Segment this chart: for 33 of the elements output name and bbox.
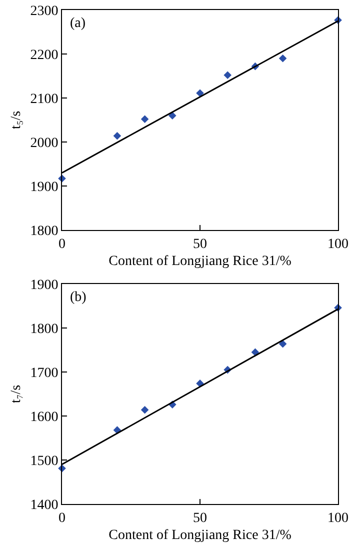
y-tick-label: 2000 xyxy=(30,136,58,151)
y-tick-label: 1700 xyxy=(30,366,58,381)
x-tick-label: 0 xyxy=(58,510,66,526)
point xyxy=(196,89,204,98)
point xyxy=(140,406,149,414)
x-tick-label: 50 xyxy=(193,510,207,526)
point xyxy=(251,348,260,356)
x-tick-label: 100 xyxy=(328,236,348,252)
point xyxy=(113,132,122,140)
y-axis-title: t₇/s xyxy=(8,384,24,404)
point xyxy=(224,71,232,80)
y-tick-label: 1500 xyxy=(30,454,58,469)
annotation: (a) xyxy=(70,16,86,31)
y-tick-label: 2100 xyxy=(30,92,58,107)
y-tick-label: 1600 xyxy=(30,410,58,425)
y-tick-label: 2200 xyxy=(30,48,58,63)
y-tick-label: 1900 xyxy=(30,278,58,293)
x-axis-title: Content of Longjiang Rice 31/% xyxy=(108,528,292,544)
y-tick-label: 1400 xyxy=(30,498,58,513)
y-axis-title: t₅/s xyxy=(8,110,24,130)
x-axis-title: Content of Longjiang Rice 31/% xyxy=(108,254,292,270)
x-tick-label: 50 xyxy=(193,236,207,252)
y-tick-label: 1900 xyxy=(30,180,58,195)
y-tick-label: 1800 xyxy=(30,224,58,239)
x-tick-label: 0 xyxy=(58,236,66,252)
annotation: (b) xyxy=(70,290,87,305)
point xyxy=(278,340,287,348)
point xyxy=(278,54,287,62)
y-tick-label: 2300 xyxy=(30,4,58,19)
y-tick-label: 1800 xyxy=(30,322,58,337)
point xyxy=(113,426,122,434)
point xyxy=(140,115,149,124)
x-tick-label: 100 xyxy=(328,510,348,526)
